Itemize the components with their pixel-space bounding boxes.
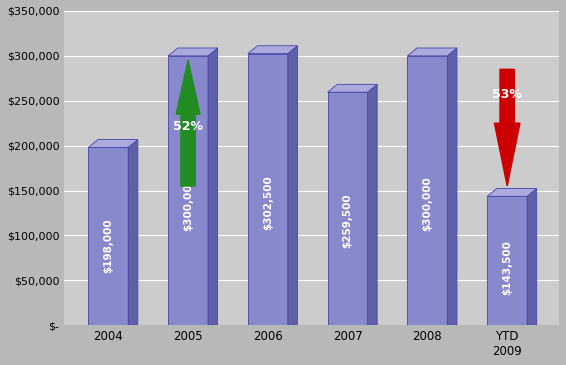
Polygon shape: [168, 48, 217, 56]
Text: $198,000: $198,000: [104, 218, 113, 273]
Polygon shape: [288, 46, 297, 325]
Polygon shape: [367, 84, 377, 325]
Text: $302,500: $302,500: [263, 176, 273, 230]
Polygon shape: [447, 48, 457, 325]
Polygon shape: [328, 92, 367, 325]
Polygon shape: [248, 54, 288, 325]
Text: $259,500: $259,500: [342, 193, 353, 248]
Text: $300,000: $300,000: [183, 177, 193, 231]
FancyArrow shape: [176, 60, 200, 186]
Text: $143,500: $143,500: [502, 240, 512, 295]
Text: $300,000: $300,000: [422, 177, 432, 231]
Polygon shape: [128, 139, 138, 325]
Polygon shape: [248, 46, 297, 54]
Polygon shape: [527, 188, 537, 325]
Polygon shape: [487, 188, 537, 196]
Text: 52%: 52%: [173, 120, 203, 133]
Polygon shape: [408, 48, 457, 56]
Polygon shape: [88, 147, 128, 325]
Polygon shape: [208, 48, 217, 325]
Polygon shape: [487, 196, 527, 325]
Polygon shape: [88, 139, 138, 147]
Text: 53%: 53%: [492, 88, 522, 101]
Polygon shape: [408, 56, 447, 325]
Polygon shape: [168, 56, 208, 325]
FancyArrow shape: [495, 69, 520, 186]
Polygon shape: [328, 84, 377, 92]
